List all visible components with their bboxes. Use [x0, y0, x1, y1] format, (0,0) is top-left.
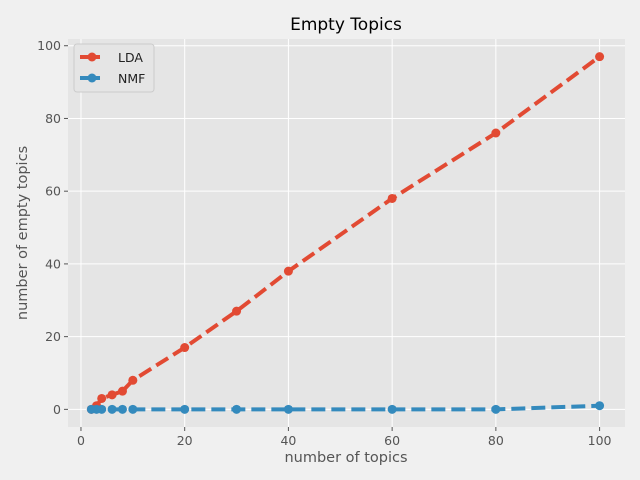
- series-layer: [86, 52, 605, 414]
- x-tick-label: 0: [77, 433, 85, 448]
- data-point-nmf: [117, 404, 127, 414]
- y-tick-label: 100: [37, 38, 61, 53]
- x-tick-label: 20: [177, 433, 193, 448]
- data-point-lda: [107, 390, 117, 400]
- legend-label-nmf: NMF: [118, 71, 145, 86]
- data-point-nmf: [387, 404, 397, 414]
- data-point-lda: [117, 386, 127, 396]
- data-point-nmf: [97, 404, 107, 414]
- x-tick-label: 80: [488, 433, 504, 448]
- data-point-nmf: [595, 401, 605, 411]
- y-axis-label: number of empty topics: [15, 146, 31, 320]
- x-axis-ticks: 0 20 40 60 80 100: [77, 427, 612, 448]
- data-point-nmf: [232, 404, 242, 414]
- data-point-lda: [180, 343, 190, 353]
- y-tick-label: 60: [45, 184, 61, 199]
- y-tick-label: 80: [45, 111, 61, 126]
- data-point-lda: [283, 266, 293, 276]
- y-tick-label: 20: [45, 329, 61, 344]
- data-point-lda: [491, 128, 501, 138]
- data-point-nmf: [128, 404, 138, 414]
- legend-marker-lda: [87, 52, 97, 62]
- x-tick-label: 100: [588, 433, 612, 448]
- data-point-lda: [128, 375, 138, 385]
- data-point-lda: [97, 393, 107, 403]
- legend: LDA NMF: [73, 43, 155, 93]
- grid-lines: [68, 39, 625, 427]
- x-axis-label: number of topics: [284, 450, 407, 466]
- data-point-lda: [595, 52, 605, 62]
- data-point-nmf: [283, 404, 293, 414]
- data-point-lda: [232, 306, 242, 316]
- y-tick-label: 40: [45, 256, 61, 271]
- data-point-nmf: [107, 404, 117, 414]
- legend-label-lda: LDA: [118, 50, 143, 65]
- chart-title: Empty Topics: [290, 15, 402, 35]
- y-axis-ticks: 0 20 40 60 80 100: [37, 38, 68, 417]
- data-point-lda: [387, 193, 397, 203]
- data-point-nmf: [180, 404, 190, 414]
- x-tick-label: 60: [384, 433, 400, 448]
- x-tick-label: 40: [280, 433, 296, 448]
- legend-marker-nmf: [87, 73, 97, 83]
- data-point-nmf: [491, 404, 501, 414]
- y-tick-label: 0: [53, 402, 61, 417]
